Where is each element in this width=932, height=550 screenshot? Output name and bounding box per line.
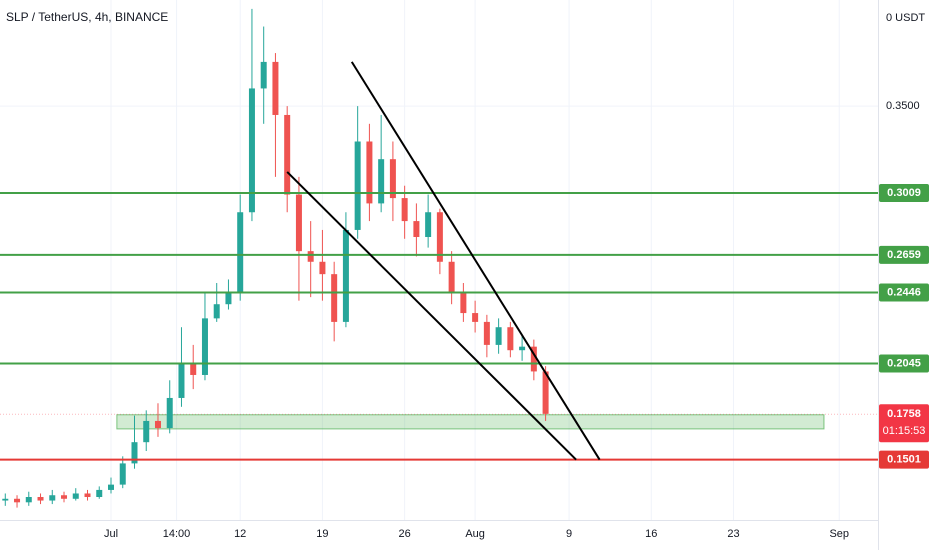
plot-area: [0, 0, 878, 520]
candle-body: [389, 159, 396, 199]
level-label: 0.2659: [887, 249, 921, 261]
countdown-label: 01:15:53: [883, 425, 926, 437]
candle-body: [260, 61, 267, 89]
candle-body: [37, 497, 44, 501]
candle-body: [307, 251, 314, 262]
candle-body: [284, 114, 291, 195]
candle-body: [342, 229, 349, 322]
candle-body: [61, 495, 68, 499]
trendline: [350, 61, 601, 461]
x-tick-label: Aug: [465, 528, 485, 540]
candle-body: [248, 88, 255, 213]
candle-body: [166, 397, 173, 429]
candle-body: [72, 493, 79, 499]
x-tick-label: 14:00: [163, 528, 191, 540]
x-tick-label: 19: [316, 528, 328, 540]
currency-label: 0 USDT: [886, 12, 925, 24]
candle-body: [472, 313, 479, 322]
candle-body: [460, 291, 467, 314]
x-tick-label: Jul: [104, 528, 118, 540]
candle-body: [272, 61, 279, 115]
x-tick-label: 12: [234, 528, 246, 540]
candle-body: [178, 362, 185, 398]
level-label: 0.2045: [887, 357, 921, 369]
candle-body: [107, 484, 114, 490]
level-label: 0.3009: [887, 187, 921, 199]
level-label-bg: [879, 283, 929, 302]
candle-body: [154, 420, 161, 429]
chart-title: SLP / TetherUS, 4h, BINANCE: [6, 10, 168, 24]
candle-body: [354, 141, 361, 230]
candle-body: [448, 261, 455, 292]
candle-body: [225, 291, 232, 305]
candle-body: [519, 346, 526, 351]
level-label-bg: [879, 183, 929, 202]
level-label-bg: [879, 450, 929, 469]
candle-body: [201, 318, 208, 375]
level-label: 0.2446: [887, 286, 921, 298]
candle-body: [378, 159, 385, 204]
candle-body: [190, 362, 197, 375]
level-label-bg: [879, 245, 929, 264]
candle-body: [119, 463, 126, 485]
y-tick-label: 0.3500: [886, 100, 920, 112]
candle-body: [366, 141, 373, 204]
level-label-bg: [879, 354, 929, 373]
candle-body: [237, 212, 244, 292]
candle-body: [319, 261, 326, 275]
trendline: [286, 171, 577, 461]
x-tick-label: 26: [399, 528, 411, 540]
candle-body: [84, 493, 91, 498]
candle-body: [495, 327, 502, 345]
current-price-label: 0.1758: [887, 408, 921, 420]
x-tick-label: 16: [645, 528, 657, 540]
candle-body: [413, 221, 420, 238]
candle-body: [425, 212, 432, 238]
x-tick-label: Sep: [829, 528, 849, 540]
candle-body: [25, 497, 32, 503]
candle-body: [213, 304, 220, 319]
candle-body: [401, 198, 408, 222]
candle-body: [483, 321, 490, 345]
candle-body: [2, 498, 9, 501]
candle-body: [295, 194, 302, 252]
candle-body: [436, 212, 443, 262]
candle-body: [131, 442, 138, 464]
zone: [116, 414, 825, 430]
candle-body: [530, 346, 537, 372]
current-price-label-bg: [879, 404, 929, 443]
candle-body: [49, 495, 56, 501]
candle-body: [542, 371, 549, 414]
candle-body: [143, 420, 150, 443]
candle-body: [96, 489, 103, 498]
x-tick-label: 9: [566, 528, 572, 540]
candle-body: [331, 274, 338, 322]
candle-body: [14, 498, 21, 503]
x-tick-label: 23: [727, 528, 739, 540]
level-label: 0.1501: [887, 454, 921, 466]
candle-body: [507, 327, 514, 351]
